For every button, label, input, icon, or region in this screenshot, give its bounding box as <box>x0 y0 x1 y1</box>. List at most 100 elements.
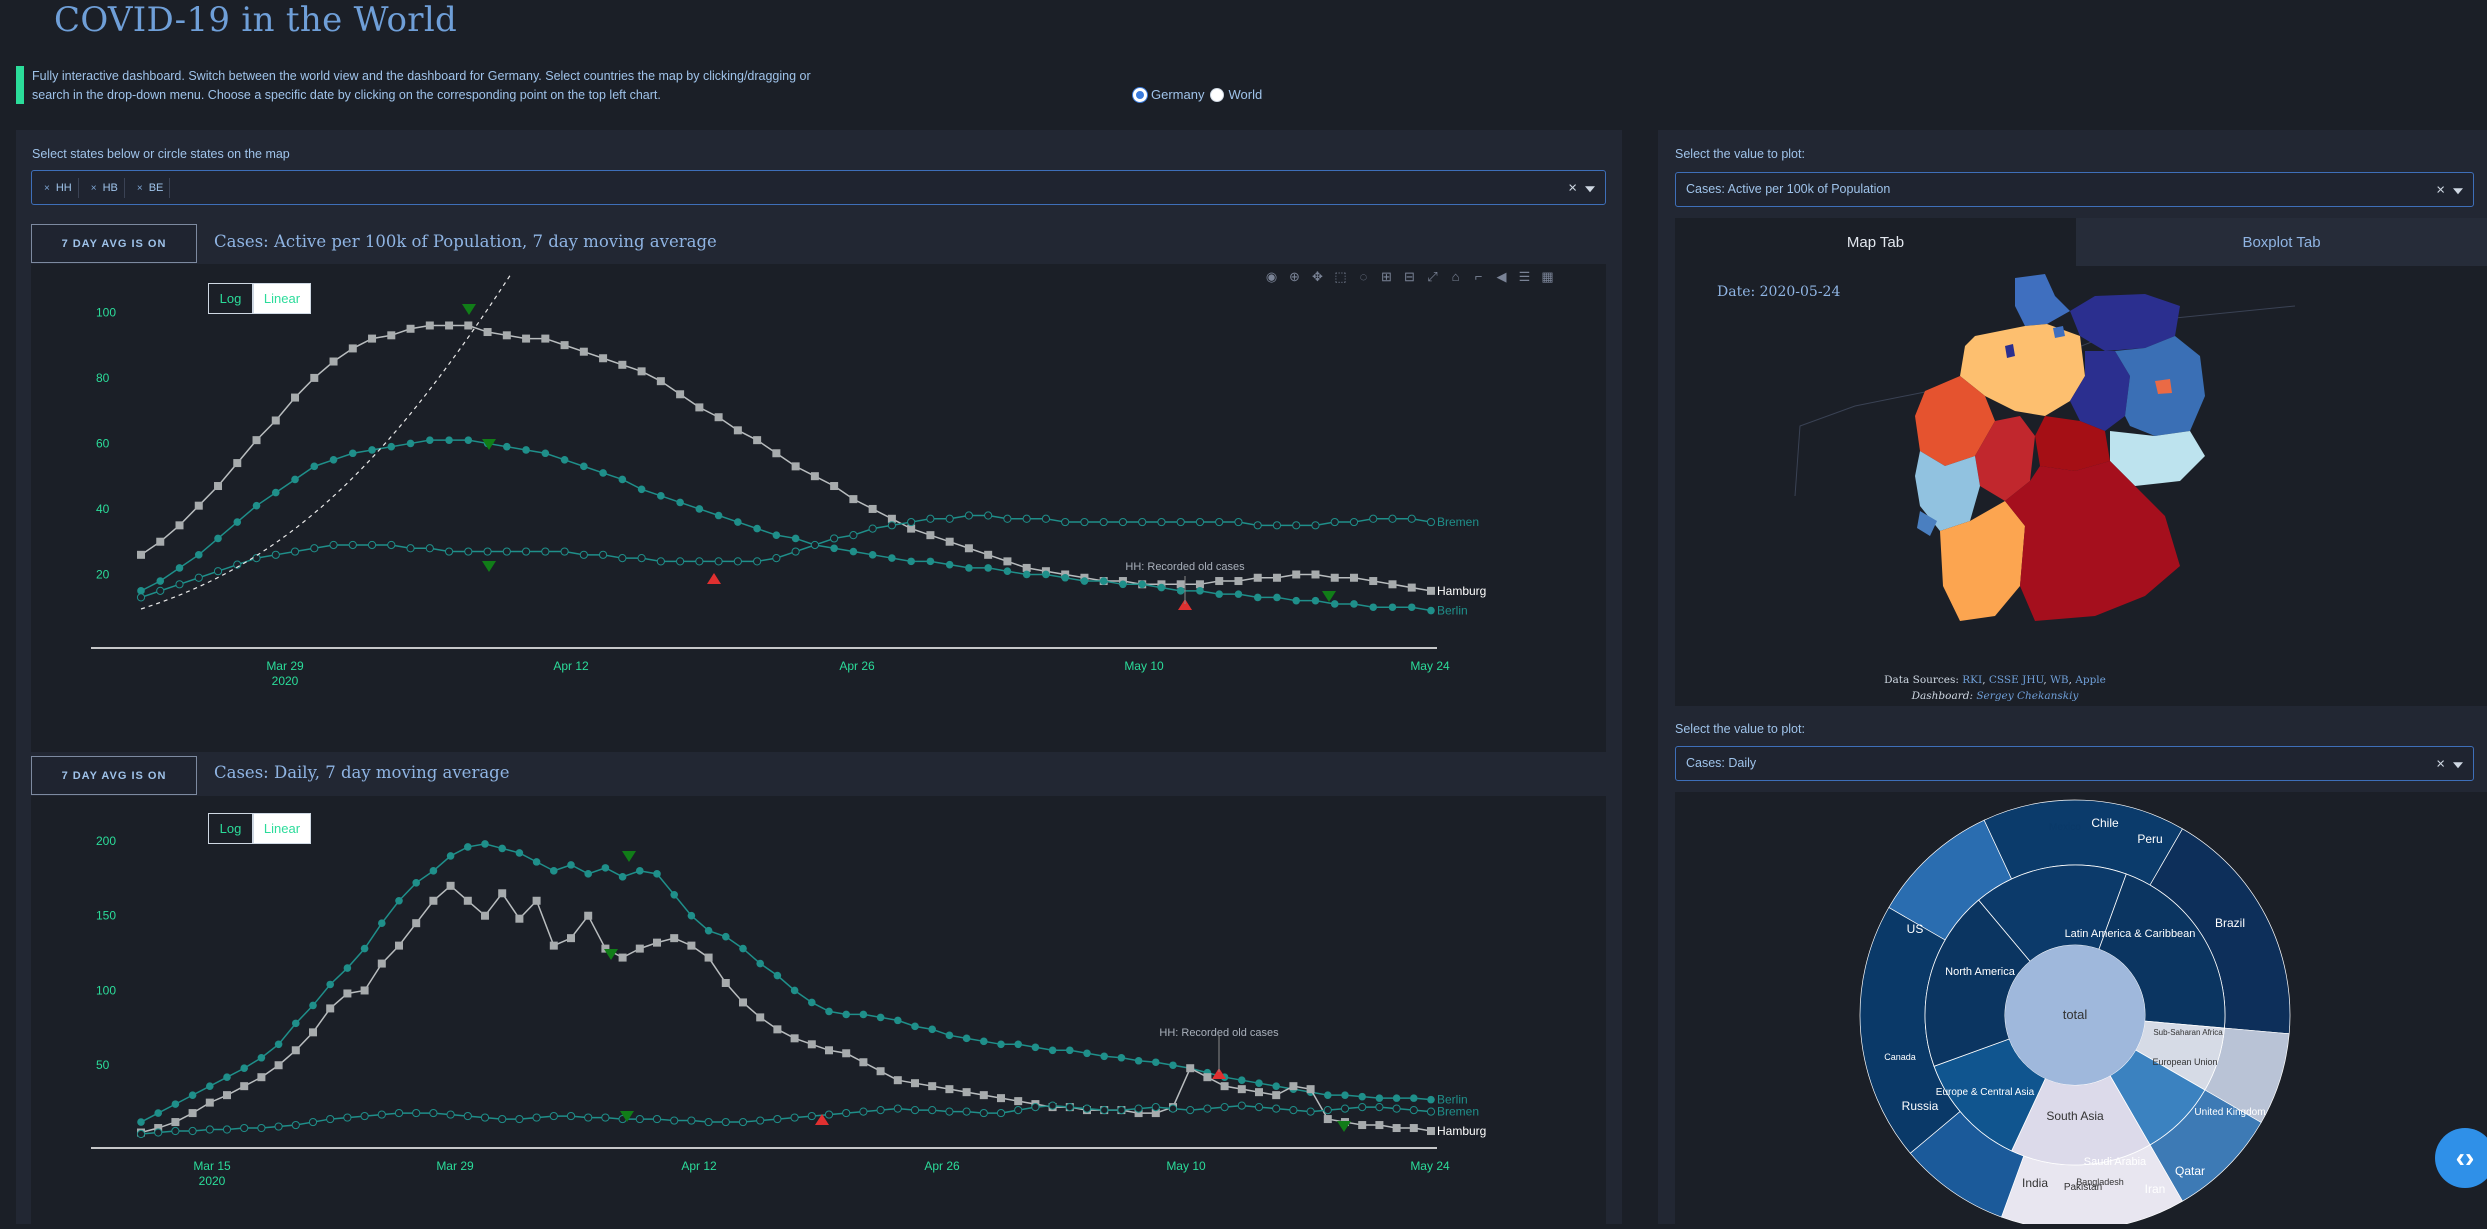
source-link-rki[interactable]: RKI <box>1962 674 1983 686</box>
source-link-wb[interactable]: WB <box>2050 674 2069 686</box>
data-point <box>560 456 569 464</box>
data-point <box>849 547 858 556</box>
linear-scale-button[interactable]: Linear <box>253 813 311 844</box>
data-point <box>1409 1124 1418 1133</box>
series-line-hamburg <box>140 884 1432 1134</box>
data-point <box>676 498 684 507</box>
source-link-apple[interactable]: Apple <box>2075 674 2106 686</box>
data-point <box>1119 580 1127 589</box>
hover-compare-icon[interactable]: ☰ <box>1518 269 1531 284</box>
clear-icon[interactable]: × <box>1568 179 1577 196</box>
data-point <box>1369 514 1378 523</box>
zoom-icon[interactable]: ⊕ <box>1289 269 1300 284</box>
data-point <box>1253 573 1262 582</box>
radio-world-label[interactable]: World <box>1228 87 1263 102</box>
autoscale-icon[interactable]: ⤢ <box>1427 269 1438 284</box>
data-point <box>560 341 569 350</box>
map-area[interactable]: Date: 2020-05-24 Data Sourc <box>1675 266 2487 706</box>
data-point <box>984 511 993 520</box>
zoom-in-icon[interactable]: ⊞ <box>1381 269 1392 284</box>
data-point <box>1349 573 1358 582</box>
radio-world[interactable] <box>1210 87 1225 102</box>
data-point <box>257 1053 266 1062</box>
chevron-down-icon[interactable] <box>2453 761 2463 768</box>
state-chip[interactable]: × HB <box>85 178 125 198</box>
value-select-1[interactable]: Cases: Active per 100k of Population × <box>1675 172 2474 207</box>
data-point <box>483 547 492 556</box>
data-point <box>480 1113 490 1122</box>
data-point <box>756 959 764 968</box>
remove-chip-icon[interactable]: × <box>44 182 50 194</box>
page-title: COVID-19 in the World <box>54 0 458 40</box>
chart1-area[interactable]: 20 40 60 80 100 Mar 29 2020 Apr 12 Apr 26 May 10 M… <box>31 264 1606 752</box>
clear-icon[interactable]: × <box>2436 181 2445 198</box>
box-select-icon[interactable]: ⬚ <box>1334 269 1347 284</box>
data-point <box>704 926 713 935</box>
value-select-2[interactable]: Cases: Daily × <box>1675 746 2474 781</box>
data-point <box>1080 517 1089 527</box>
data-point <box>498 844 507 853</box>
tab-boxplot[interactable]: Boxplot Tab <box>2076 218 2487 266</box>
data-point <box>1134 1109 1143 1118</box>
data-point <box>1427 1095 1435 1104</box>
data-point <box>695 557 704 566</box>
sunburst-svg[interactable]: total Chile Peru Brazil US Russia South Asia In… <box>1675 792 2487 1229</box>
chevron-down-icon[interactable] <box>2453 187 2463 194</box>
data-point <box>1083 1049 1091 1058</box>
event-marker <box>815 1114 829 1125</box>
log-scale-button[interactable]: Log <box>208 283 253 314</box>
y-tick-label: 80 <box>96 371 110 385</box>
remove-chip-icon[interactable]: × <box>90 182 97 194</box>
data-point <box>1330 517 1339 527</box>
chevron-down-icon[interactable] <box>1585 185 1595 192</box>
data-point <box>1186 1064 1195 1073</box>
data-point <box>714 413 723 422</box>
data-point <box>252 553 261 563</box>
home-icon[interactable]: ⌂ <box>1451 269 1460 284</box>
log-scale-button[interactable]: Log <box>208 813 253 844</box>
data-point <box>773 1114 782 1124</box>
data-point <box>714 511 723 520</box>
spike-icon[interactable]: ⌐ <box>1474 269 1483 284</box>
clear-icon[interactable]: × <box>2436 755 2445 772</box>
data-point <box>1388 514 1397 523</box>
radio-germany-label[interactable]: Germany <box>1151 87 1205 102</box>
data-point <box>1022 563 1031 572</box>
germany-map[interactable] <box>1675 266 2487 706</box>
camera-icon[interactable]: ◉ <box>1265 269 1278 284</box>
avg-toggle-button-2[interactable]: 7 DAY AVG IS ON <box>31 756 197 795</box>
sunburst-area[interactable]: total Chile Peru Brazil US Russia South Asia In… <box>1675 792 2487 1229</box>
author-link[interactable]: Sergey Chekanskiy <box>1976 690 2079 702</box>
lasso-icon[interactable]: ◌ <box>1359 269 1368 284</box>
y-tick-label: 150 <box>96 909 116 923</box>
scale-toggle-1[interactable]: Log Linear <box>208 283 311 314</box>
zoom-out-icon[interactable]: ⊟ <box>1404 269 1415 284</box>
region-nw <box>1915 376 1995 466</box>
data-point <box>1388 580 1397 589</box>
chart1-annotation: HH: Recorded old cases <box>1125 561 1245 573</box>
data-point <box>1254 1103 1264 1112</box>
x-tick-label: Mar 29 <box>436 1159 474 1173</box>
remove-chip-icon[interactable]: × <box>136 182 143 194</box>
state-multiselect[interactable]: × HH × HB × BE × <box>31 170 1606 205</box>
hover-closest-icon[interactable]: ◀ <box>1496 269 1507 284</box>
linear-scale-button[interactable]: Linear <box>253 283 311 314</box>
state-chip[interactable]: × BE <box>131 178 171 198</box>
radio-germany[interactable] <box>1133 87 1147 102</box>
chart-modebar[interactable]: ◉ ⊕ ✥ ⬚ ◌ ⊞ ⊟ ⤢ ⌂ ⌐ ◀ ☰ ▦ <box>1262 268 1561 286</box>
plotly-logo-icon[interactable]: ▦ <box>1541 269 1554 284</box>
data-point <box>1407 583 1416 592</box>
avg-toggle-button-1[interactable]: 7 DAY AVG IS ON <box>31 224 197 263</box>
series-line-bremen <box>140 514 1432 599</box>
source-link-jhu[interactable]: CSSE JHU <box>1988 674 2044 686</box>
state-chip[interactable]: × HH <box>38 178 79 198</box>
scale-toggle-2[interactable]: Log Linear <box>208 813 311 844</box>
mode-radio-group[interactable]: Germany World <box>1133 87 1262 102</box>
chart2-area[interactable]: 50 100 150 200 Mar 15 2020 Mar 29 Apr 12 Apr 26 M… <box>31 796 1606 1224</box>
value-select-label-1: Select the value to plot: <box>1675 147 1805 161</box>
page-nav-button[interactable]: ‹› <box>2435 1128 2487 1188</box>
tab-map[interactable]: Map Tab <box>1675 218 2076 266</box>
pan-icon[interactable]: ✥ <box>1312 269 1323 284</box>
